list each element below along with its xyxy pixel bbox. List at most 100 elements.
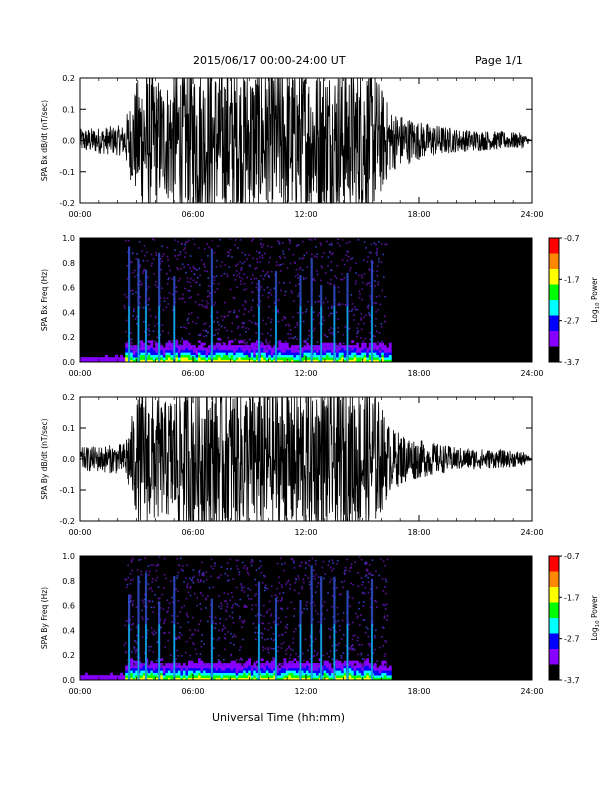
heatmap-cell (278, 672, 282, 676)
heatmap-cell (348, 672, 352, 676)
heatmap-cell (167, 354, 171, 358)
heatmap-band-core (299, 624, 302, 680)
heatmap-speck (129, 583, 132, 585)
heatmap-speck (243, 283, 246, 285)
heatmap-speck (290, 289, 293, 292)
heatmap-speck (241, 326, 243, 329)
heatmap-speck (330, 327, 332, 329)
heatmap-cell (205, 665, 209, 669)
heatmap-speck (161, 593, 164, 596)
heatmap-cell (373, 672, 377, 676)
heatmap-speck (136, 648, 139, 651)
heatmap-cell (105, 677, 108, 681)
heatmap-speck (309, 636, 312, 638)
heatmap-cell (348, 352, 352, 356)
heatmap-cell (85, 672, 88, 676)
heatmap-speck (381, 578, 384, 580)
heatmap-cell (275, 354, 279, 358)
heatmap-speck (167, 278, 169, 281)
heatmap-cell (356, 665, 360, 669)
heatmap-cell (353, 660, 357, 664)
heatmap-speck (264, 274, 266, 277)
heatmap-speck (375, 243, 377, 246)
heatmap-speck (289, 654, 292, 656)
heatmap-cell (306, 354, 309, 358)
heatmap-cell (295, 357, 299, 360)
heatmap-speck (180, 340, 182, 343)
heatmap-speck (222, 628, 224, 630)
heatmap-cell (152, 667, 156, 671)
heatmap-cell (376, 670, 380, 674)
heatmap-speck (350, 582, 352, 585)
heatmap-speck (150, 645, 153, 648)
heatmap-speck (386, 558, 389, 561)
heatmap-speck (372, 574, 374, 576)
heatmap-cell (255, 667, 259, 671)
heatmap-speck (251, 604, 254, 606)
heatmap-speck (179, 632, 181, 634)
heatmap-cell (250, 357, 254, 360)
heatmap-cell (115, 357, 118, 360)
heatmap-speck (246, 276, 248, 279)
heatmap-cell (308, 359, 312, 363)
heatmap-speck (298, 625, 300, 627)
heatmap-cell (280, 347, 284, 351)
heatmap-cell (220, 677, 224, 681)
heatmap-cell (293, 352, 297, 356)
heatmap-speck (301, 258, 303, 260)
heatmap-cell (316, 677, 319, 681)
heatmap-cell (182, 354, 186, 358)
heatmap-cell (132, 670, 136, 674)
heatmap-speck (142, 259, 145, 262)
heatmap-speck (356, 331, 359, 333)
heatmap-speck (241, 262, 244, 265)
heatmap-cell (361, 349, 365, 353)
heatmap-cell (353, 675, 357, 678)
heatmap-cell (326, 342, 329, 346)
heatmap-speck (192, 582, 195, 584)
heatmap-cell (80, 359, 83, 363)
heatmap-speck (236, 603, 238, 606)
heatmap-cell (198, 667, 201, 671)
heatmap-cell (351, 672, 355, 676)
heatmap-speck (369, 563, 371, 566)
heatmap-speck (362, 665, 365, 667)
heatmap-speck (174, 239, 176, 241)
heatmap-speck (327, 564, 329, 567)
heatmap-cell (135, 675, 139, 678)
heatmap-cell (135, 665, 139, 669)
heatmap-speck (277, 311, 280, 314)
heatmap-cell (270, 675, 274, 678)
heatmap-cell (165, 352, 169, 356)
heatmap-speck (337, 238, 340, 241)
heatmap-speck (243, 605, 245, 608)
heatmap-speck (363, 259, 365, 261)
heatmap-cell (373, 675, 377, 678)
heatmap-cell (165, 667, 169, 671)
heatmap-cell (290, 349, 294, 353)
heatmap-cell (283, 672, 287, 676)
heatmap-speck (177, 655, 180, 657)
heatmap-speck (240, 620, 243, 623)
heatmap-cell (316, 359, 319, 363)
heatmap-cell (358, 677, 362, 681)
heatmap-cell (125, 342, 129, 346)
heatmap-speck (193, 243, 196, 246)
heatmap-cell (270, 663, 274, 666)
heatmap-cell (140, 357, 144, 360)
heatmap-cell (253, 359, 257, 363)
heatmap-speck (171, 309, 174, 311)
heatmap-speck (281, 319, 284, 321)
heatmap-cell (318, 357, 322, 360)
heatmap-speck (138, 559, 140, 561)
colorbar-segment (549, 284, 559, 301)
heatmap-cell (195, 347, 199, 351)
heatmap-cell (316, 352, 319, 356)
heatmap-speck (224, 315, 227, 318)
heatmap-speck (138, 581, 141, 583)
heatmap-cell (323, 342, 327, 346)
heatmap-speck (238, 617, 241, 620)
heatmap-cell (358, 359, 362, 363)
heatmap-cell (187, 670, 191, 674)
heatmap-speck (356, 335, 358, 338)
